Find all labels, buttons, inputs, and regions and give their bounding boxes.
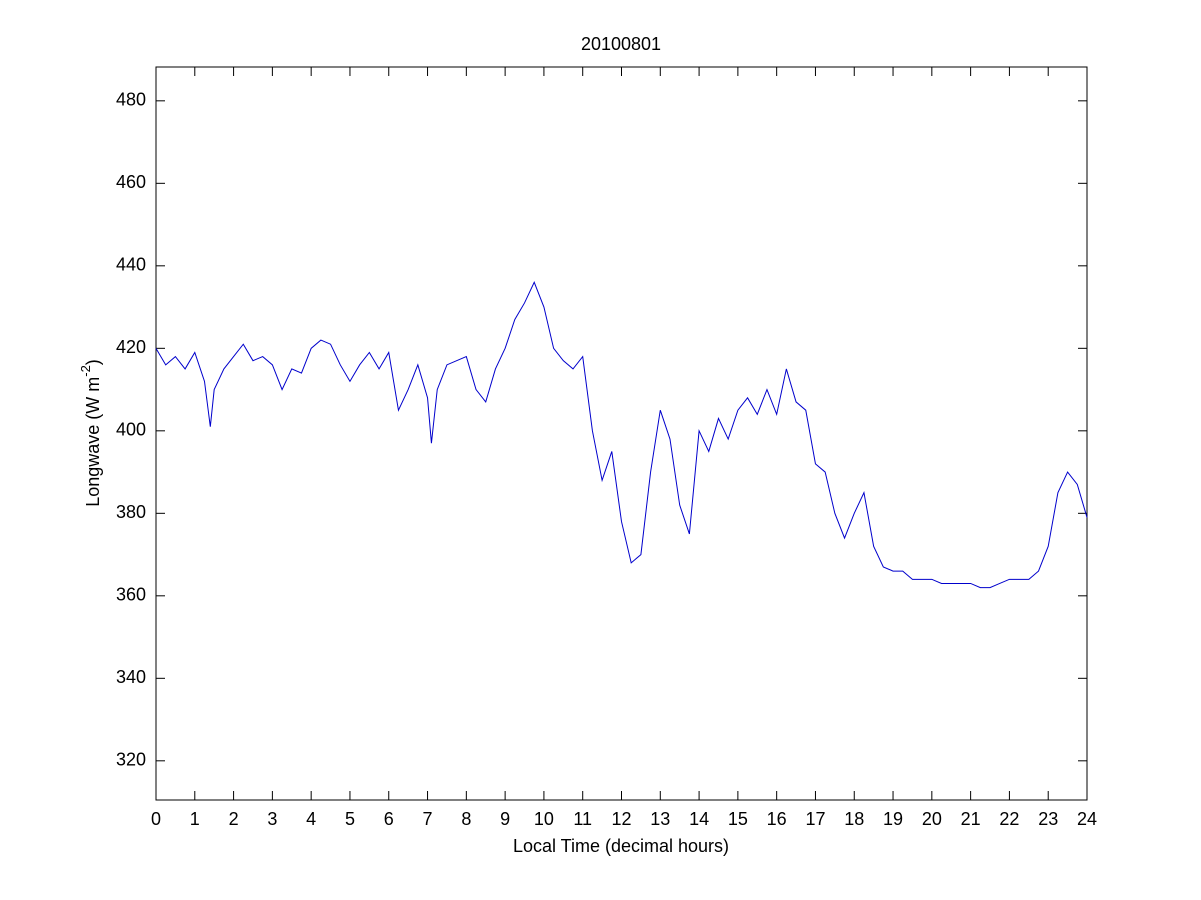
x-tick-label: 13 (650, 809, 670, 829)
y-tick-label: 440 (116, 255, 146, 275)
x-tick-label: 24 (1077, 809, 1097, 829)
x-tick-label: 12 (611, 809, 631, 829)
data-line (155, 281, 1088, 589)
y-tick-label: 400 (116, 420, 146, 440)
y-axis-label: Longwave (W m-2) (78, 359, 102, 507)
x-tick-label: 1 (190, 809, 200, 829)
y-tick-label: 320 (116, 750, 146, 770)
x-tick-label: 23 (1038, 809, 1058, 829)
y-tick-label: 380 (116, 502, 146, 522)
x-tick-label: 22 (999, 809, 1019, 829)
x-tick-label: 6 (384, 809, 394, 829)
y-tick-label: 340 (116, 667, 146, 687)
x-tick-label: 17 (805, 809, 825, 829)
x-tick-label: 2 (229, 809, 239, 829)
x-tick-label: 7 (423, 809, 433, 829)
x-tick-label: 11 (573, 809, 592, 829)
chart-title: 20100801 (581, 34, 661, 54)
x-tick-label: 18 (844, 809, 864, 829)
x-tick-label: 9 (500, 809, 510, 829)
x-tick-label: 4 (306, 809, 316, 829)
y-axis-label-end: ) (83, 359, 103, 365)
x-tick-label: 21 (961, 809, 981, 829)
x-tick-label: 14 (689, 809, 709, 829)
y-tick-label: 460 (116, 172, 146, 192)
x-tick-label: 16 (767, 809, 787, 829)
x-tick-label: 20 (922, 809, 942, 829)
x-tick-label: 5 (345, 809, 355, 829)
x-tick-label: 0 (151, 809, 161, 829)
y-tick-label: 420 (116, 337, 146, 357)
x-axis-label: Local Time (decimal hours) (513, 836, 729, 856)
x-tick-label: 10 (534, 809, 554, 829)
x-tick-label: 15 (728, 809, 748, 829)
y-axis-label-sup: -2 (78, 365, 93, 377)
x-tick-label: 8 (461, 809, 471, 829)
x-tick-label: 19 (883, 809, 903, 829)
y-axis-label-main: Longwave (W m (83, 377, 103, 507)
y-tick-label: 480 (116, 90, 146, 110)
y-tick-label: 360 (116, 585, 146, 605)
x-tick-label: 3 (267, 809, 277, 829)
